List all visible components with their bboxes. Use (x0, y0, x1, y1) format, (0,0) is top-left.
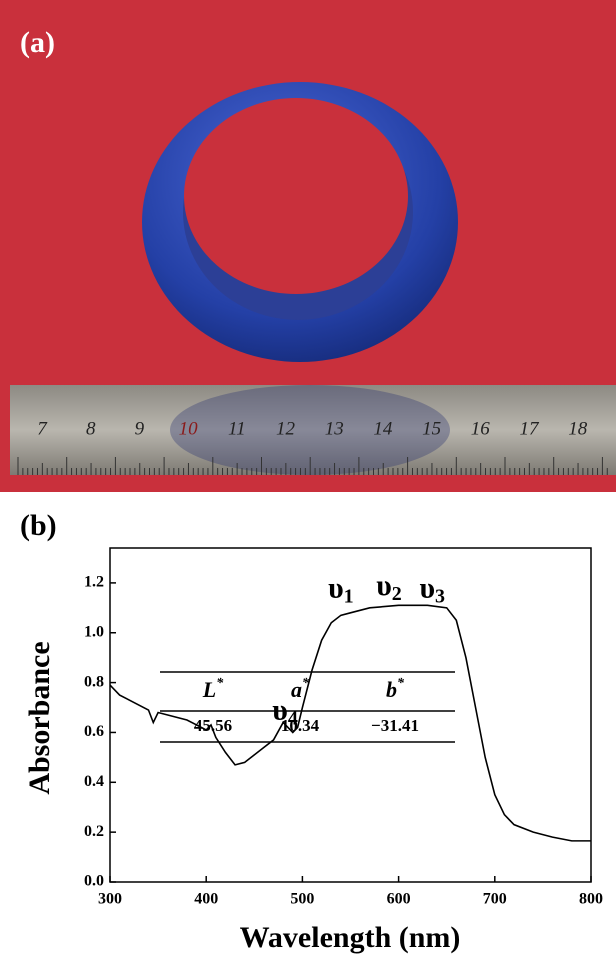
annotation: υ1 (328, 571, 354, 607)
x-tick-label: 400 (194, 891, 218, 908)
ruler-label: 9 (135, 418, 145, 439)
table-header: L* (202, 676, 224, 702)
panel-label: (b) (20, 509, 57, 542)
annotation-symbol: υ (419, 571, 435, 604)
ruler-label: 7 (37, 418, 48, 439)
ruler-label: 8 (86, 418, 96, 439)
annotation-subscript: 1 (344, 585, 354, 607)
header-symbol: L (202, 677, 216, 702)
header-superscript: * (302, 676, 310, 691)
annotation: υ3 (419, 571, 445, 607)
header-symbol: b (386, 677, 397, 702)
annotation: υ2 (376, 569, 402, 605)
annotation-symbol: υ (328, 571, 344, 604)
ruler-label: 16 (471, 418, 491, 439)
x-tick-label: 600 (387, 891, 411, 908)
y-tick-label: 0.0 (84, 873, 104, 890)
header-superscript: * (397, 676, 405, 691)
y-tick-label: 1.2 (84, 574, 104, 591)
x-tick-label: 500 (290, 891, 314, 908)
y-tick-label: 1.0 (84, 623, 104, 640)
table-cell: 10.34 (281, 716, 320, 735)
x-tick-label: 800 (579, 891, 603, 908)
y-tick-label: 0.4 (84, 773, 104, 790)
header-symbol: a (291, 677, 302, 702)
annotation-subscript: 3 (435, 585, 445, 607)
table-cell: 45.56 (194, 716, 232, 735)
ruler-label: 14 (373, 418, 393, 439)
ruler-label: 17 (520, 418, 541, 439)
figure: (b) Wavelength (nm) Absorbance 300 400 500… (0, 0, 616, 956)
annotation-symbol: υ (376, 569, 392, 602)
y-tick-label: 0.6 (84, 723, 104, 740)
y-tick-label: 0.8 (84, 673, 104, 690)
table-cell: −31.41 (371, 716, 419, 735)
x-tick-label: 300 (98, 891, 122, 908)
table-header: b* (386, 676, 405, 702)
chart: (b) Wavelength (nm) Absorbance 300 400 500… (20, 509, 603, 954)
annotation-subscript: 2 (392, 582, 402, 604)
y-axis-label: Absorbance (23, 641, 56, 794)
ruler-label: 15 (422, 418, 441, 439)
x-axis-label: Wavelength (nm) (240, 921, 461, 954)
y-tick-label: 0.2 (84, 823, 104, 840)
header-superscript: * (216, 676, 224, 691)
ruler-label: 18 (568, 418, 588, 439)
spectrum-line (110, 605, 591, 841)
x-tick-label: 700 (483, 891, 507, 908)
ruler-label: 13 (325, 418, 344, 439)
bangle-hole (184, 98, 408, 294)
ruler-label: 10 (179, 418, 199, 439)
ruler-label: 11 (228, 418, 246, 439)
table-header: a* (291, 676, 310, 702)
ruler-label: 12 (276, 418, 296, 439)
panel-label: (a) (20, 26, 55, 59)
